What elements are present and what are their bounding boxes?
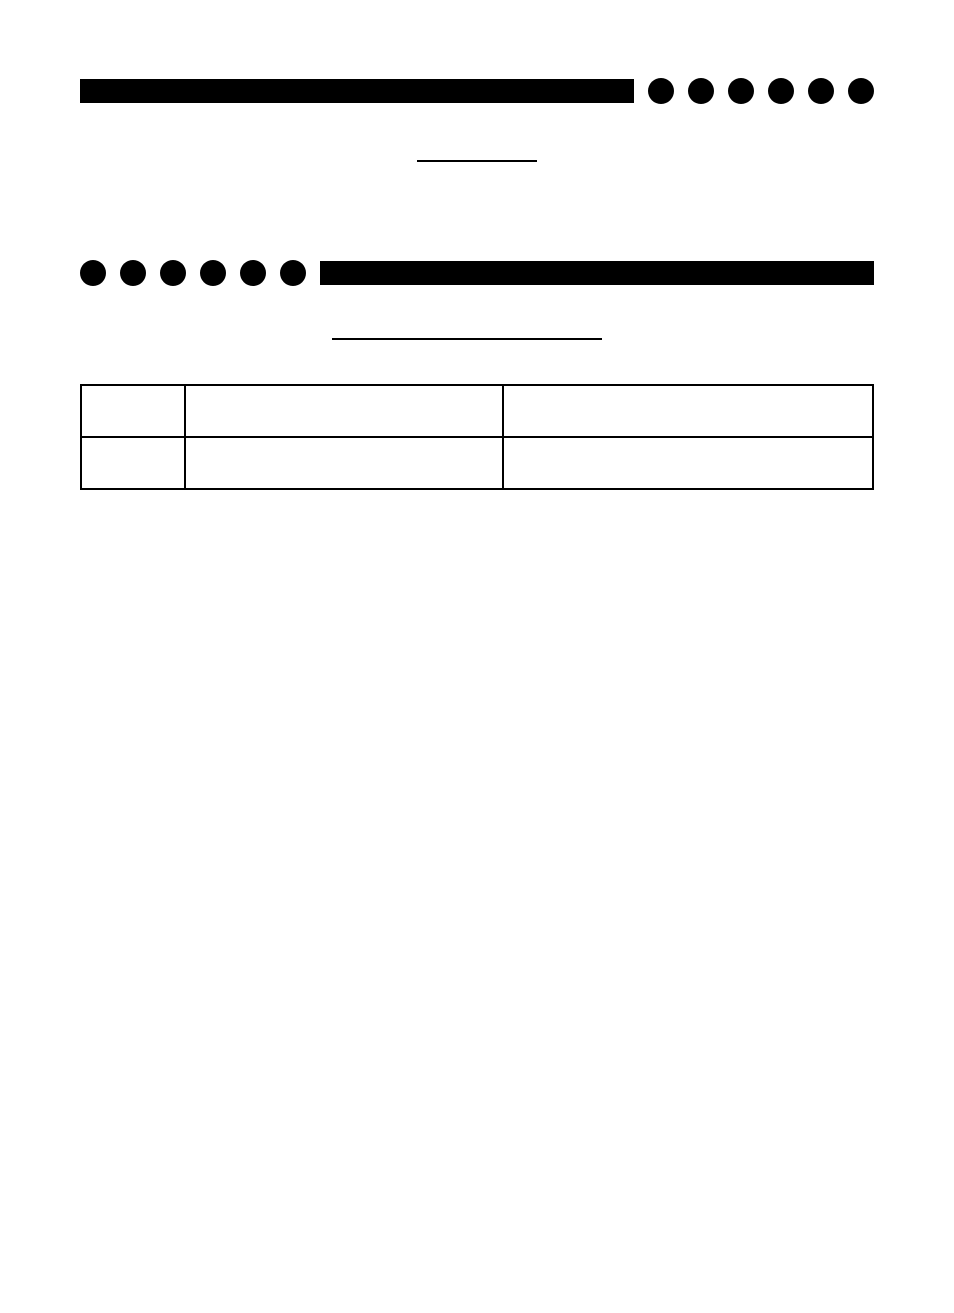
- dot-icon: [200, 260, 226, 286]
- dot-icon: [688, 78, 714, 104]
- short-horizontal-rule: [417, 160, 537, 162]
- dot-icon: [80, 260, 106, 286]
- medium-horizontal-rule: [332, 338, 602, 340]
- dot-icon: [160, 260, 186, 286]
- divider-bar: [80, 79, 634, 103]
- dot-icon: [648, 78, 674, 104]
- document-page: [0, 78, 954, 1313]
- table-cell: [185, 437, 503, 489]
- divider-bar-dots: [80, 78, 874, 104]
- dot-icon: [848, 78, 874, 104]
- dot-icon: [728, 78, 754, 104]
- divider-dots-bar: [80, 260, 874, 286]
- table-cell: [503, 385, 873, 437]
- dot-icon: [240, 260, 266, 286]
- dot-icon: [280, 260, 306, 286]
- divider-dots-group: [648, 78, 874, 104]
- dot-icon: [120, 260, 146, 286]
- table-container: [80, 384, 874, 490]
- table-row: [81, 437, 873, 489]
- medium-rule-container: [80, 338, 874, 340]
- short-rule-container: [80, 160, 874, 162]
- divider-dots-group: [80, 260, 306, 286]
- table-cell: [81, 437, 185, 489]
- table-cell: [81, 385, 185, 437]
- dot-icon: [808, 78, 834, 104]
- table-cell: [503, 437, 873, 489]
- dot-icon: [768, 78, 794, 104]
- empty-table: [80, 384, 874, 490]
- table-row: [81, 385, 873, 437]
- divider-bar: [320, 261, 874, 285]
- table-cell: [185, 385, 503, 437]
